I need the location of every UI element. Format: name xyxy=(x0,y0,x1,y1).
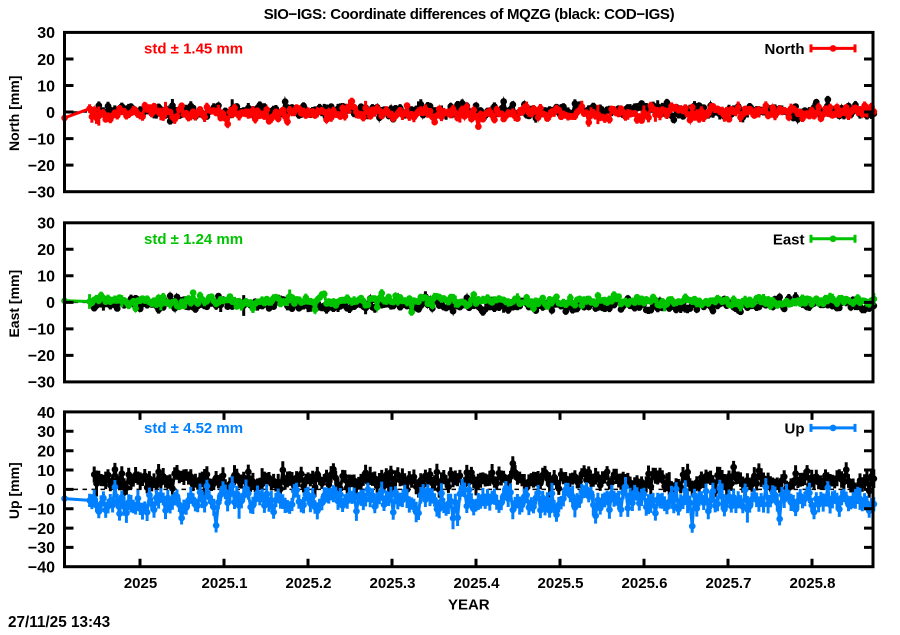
svg-text:East [mm]: East [mm] xyxy=(6,270,22,338)
svg-text:−30: −30 xyxy=(28,375,55,392)
svg-text:std ± 1.45 mm: std ± 1.45 mm xyxy=(144,40,243,57)
svg-text:40: 40 xyxy=(37,405,55,422)
svg-text:20: 20 xyxy=(37,444,55,461)
svg-text:2025.2: 2025.2 xyxy=(286,575,332,592)
svg-text:2025.8: 2025.8 xyxy=(790,575,836,592)
svg-text:−10: −10 xyxy=(28,131,55,148)
svg-text:−10: −10 xyxy=(28,502,55,519)
svg-text:East: East xyxy=(773,231,805,248)
svg-text:10: 10 xyxy=(37,269,55,286)
svg-text:2025.5: 2025.5 xyxy=(538,575,584,592)
svg-text:Up [mm]: Up [mm] xyxy=(6,462,22,519)
svg-text:2025: 2025 xyxy=(124,575,157,592)
svg-text:std ± 1.24 mm: std ± 1.24 mm xyxy=(144,231,243,248)
svg-text:20: 20 xyxy=(37,52,55,69)
svg-text:−20: −20 xyxy=(28,158,55,175)
svg-text:−20: −20 xyxy=(28,348,55,365)
svg-text:2025.1: 2025.1 xyxy=(202,575,248,592)
svg-text:std ± 4.52 mm: std ± 4.52 mm xyxy=(144,420,243,437)
svg-text:−20: −20 xyxy=(28,521,55,538)
svg-text:YEAR: YEAR xyxy=(448,597,490,614)
svg-text:Up: Up xyxy=(785,420,805,437)
svg-text:2025.3: 2025.3 xyxy=(370,575,416,592)
svg-text:−30: −30 xyxy=(28,185,55,202)
svg-text:SIO−IGS: Coordinate difference: SIO−IGS: Coordinate differences of MQZG … xyxy=(264,6,675,23)
svg-text:North [mm]: North [mm] xyxy=(6,76,22,151)
svg-text:10: 10 xyxy=(37,78,55,95)
svg-text:0: 0 xyxy=(46,482,55,499)
svg-text:30: 30 xyxy=(37,424,55,441)
svg-text:−40: −40 xyxy=(28,560,55,577)
svg-text:North: North xyxy=(765,41,805,58)
svg-text:2025.4: 2025.4 xyxy=(454,575,501,592)
svg-text:−10: −10 xyxy=(28,322,55,339)
svg-text:20: 20 xyxy=(37,242,55,259)
svg-text:30: 30 xyxy=(37,25,55,42)
svg-text:2025.7: 2025.7 xyxy=(706,575,752,592)
svg-text:0: 0 xyxy=(46,105,55,122)
svg-text:−30: −30 xyxy=(28,540,55,557)
svg-text:27/11/25 13:43: 27/11/25 13:43 xyxy=(8,614,110,630)
svg-text:30: 30 xyxy=(37,216,55,233)
svg-text:10: 10 xyxy=(37,463,55,480)
svg-text:0: 0 xyxy=(46,295,55,312)
svg-text:2025.6: 2025.6 xyxy=(622,575,668,592)
